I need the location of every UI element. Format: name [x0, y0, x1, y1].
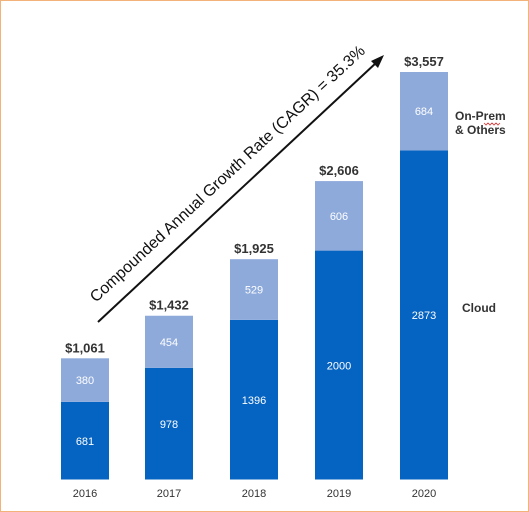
bar-on-prem-2019 [315, 181, 363, 251]
total-label-2016: $1,061 [65, 340, 105, 355]
value-label-on-prem-2018: 529 [245, 285, 263, 297]
x-tick-label-2020: 2020 [412, 488, 436, 500]
value-label-cloud-2019: 2000 [327, 360, 351, 372]
bar-on-prem-2018 [230, 259, 278, 320]
bar-on-prem-2017 [145, 315, 193, 368]
bar-cloud-2018 [230, 319, 278, 480]
bar-cloud-2020 [400, 150, 448, 480]
legend-cloud: Cloud [462, 301, 496, 315]
total-label-2020: $3,557 [404, 54, 444, 69]
value-label-cloud-2020: 2873 [412, 310, 436, 322]
bar-on-prem-2020 [400, 72, 448, 151]
cagr-arrow [97, 55, 384, 323]
value-label-on-prem-2020: 684 [415, 106, 433, 118]
total-label-2019: $2,606 [319, 163, 359, 178]
bar-on-prem-2016 [61, 358, 109, 402]
x-tick-label-2018: 2018 [242, 488, 266, 500]
x-tick-label-2017: 2017 [157, 488, 181, 500]
value-label-cloud-2017: 978 [160, 419, 178, 431]
bars-group [61, 72, 448, 480]
bar-cloud-2016 [61, 401, 109, 480]
total-label-2018: $1,925 [234, 241, 274, 256]
value-label-on-prem-2019: 606 [330, 211, 348, 223]
value-label-on-prem-2016: 380 [76, 375, 94, 387]
value-label-cloud-2018: 1396 [242, 395, 266, 407]
value-label-on-prem-2017: 454 [160, 337, 178, 349]
bar-cloud-2017 [145, 367, 193, 480]
spellcheck-underline [483, 122, 501, 126]
legend-on-prem-line2: & Others [455, 123, 506, 137]
total-label-2017: $1,432 [149, 298, 189, 313]
bar-cloud-2019 [315, 250, 363, 480]
value-label-cloud-2016: 681 [76, 436, 94, 448]
x-tick-label-2019: 2019 [327, 488, 351, 500]
x-tick-label-2016: 2016 [73, 488, 97, 500]
legend-on-prem-line1: On-Prem [455, 109, 506, 123]
labels-group: 681 380 $1,061 2016 978 454 $1,432 2017 1396 529 $… [65, 54, 444, 500]
